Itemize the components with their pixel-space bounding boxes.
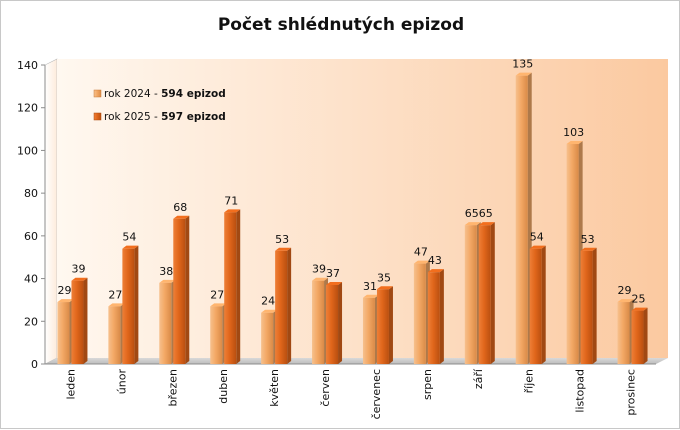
data-label: 37 <box>326 267 340 280</box>
y-tick-label: 100 <box>17 144 38 157</box>
x-tick-label: leden <box>64 369 77 400</box>
bar <box>261 309 278 364</box>
x-tick-label: srpen <box>421 369 434 400</box>
data-label: 31 <box>363 280 377 293</box>
y-tick-label: 0 <box>31 358 38 371</box>
data-label: 27 <box>108 288 122 301</box>
bar <box>580 247 597 364</box>
legend-label-2025: rok 2025 <box>104 111 151 123</box>
plot-floor <box>45 358 668 364</box>
left-wall <box>44 58 58 365</box>
data-label: 54 <box>122 231 136 244</box>
y-tick-label: 60 <box>24 230 38 243</box>
x-tick-label: květen <box>268 369 281 407</box>
bar <box>413 260 430 364</box>
data-label: 38 <box>159 265 173 278</box>
x-tick-label: únor <box>115 369 128 395</box>
data-label: 65 <box>479 207 493 220</box>
bar <box>427 269 444 364</box>
bar <box>312 277 329 364</box>
plot-background <box>44 58 668 365</box>
y-tick-label: 20 <box>24 315 38 328</box>
svg-text:rok 2024 - 594 epizod: rok 2024 - 594 epizod <box>104 88 226 100</box>
y-tick-label: 40 <box>24 273 38 286</box>
data-label: 135 <box>512 58 533 71</box>
legend-swatch-2024 <box>93 89 102 98</box>
bar <box>57 299 74 364</box>
bar <box>122 245 139 364</box>
data-label: 53 <box>581 233 595 246</box>
bar <box>362 294 379 364</box>
data-label: 54 <box>530 231 544 244</box>
x-tick-label: září <box>472 368 485 389</box>
legend-item-2025: rok 2025 - 597 epizod <box>93 111 226 123</box>
data-label: 47 <box>414 246 428 259</box>
bar <box>515 72 532 364</box>
data-label: 24 <box>261 295 275 308</box>
data-label: 39 <box>71 263 85 276</box>
bar <box>631 307 648 364</box>
bar <box>224 209 241 364</box>
legend-total-2025: 597 epizod <box>161 111 226 123</box>
bar <box>326 281 343 364</box>
data-label: 68 <box>173 201 187 214</box>
bar <box>210 303 227 364</box>
back-wall <box>57 59 668 358</box>
data-label: 35 <box>377 271 391 284</box>
bar <box>108 303 125 364</box>
bar <box>529 245 546 364</box>
x-axis-labels: leden únor březen duben květen červen červenec… <box>64 368 637 419</box>
bar-series <box>57 72 648 364</box>
bar <box>478 222 495 364</box>
bar <box>159 279 176 364</box>
data-label: 29 <box>618 284 632 297</box>
svg-text:rok 2025 - 597 epizod: rok 2025 - 597 epizod <box>104 111 226 123</box>
legend-swatch-2025 <box>93 112 102 121</box>
chart-title: Počet shlédnutých epizod <box>218 15 464 35</box>
x-tick-label: listopad <box>574 369 587 413</box>
data-label: 25 <box>632 293 646 306</box>
y-tick-label: 80 <box>24 187 38 200</box>
x-tick-label: říjen <box>523 369 536 393</box>
data-label: 103 <box>563 126 584 139</box>
x-tick-label: červenec <box>370 369 383 419</box>
y-tick-label: 120 <box>17 102 38 115</box>
legend-total-2024: 594 epizod <box>161 88 226 100</box>
x-tick-label: červen <box>319 369 332 407</box>
data-label: 27 <box>210 288 224 301</box>
legend-separator-2024: - <box>151 88 161 100</box>
x-tick-label: prosinec <box>625 369 638 416</box>
bar <box>464 222 481 364</box>
legend-item-2024: rok 2024 - 594 epizod <box>93 88 226 100</box>
legend-separator-2025: - <box>151 111 161 123</box>
data-label: 53 <box>275 233 289 246</box>
bar <box>566 141 583 364</box>
data-label: 39 <box>312 263 326 276</box>
data-label: 29 <box>57 284 71 297</box>
data-label: 65 <box>465 207 479 220</box>
bar <box>376 286 393 364</box>
data-label: 43 <box>428 254 442 267</box>
data-label: 71 <box>224 194 238 207</box>
y-axis-ticks: 0 20 40 60 80 100 120 140 <box>17 59 45 371</box>
bar <box>173 215 190 364</box>
bar <box>275 247 292 364</box>
x-tick-label: březen <box>166 369 179 407</box>
y-tick-label: 140 <box>17 59 38 72</box>
legend-label-2024: rok 2024 <box>104 88 151 100</box>
legend: rok 2024 - 594 epizod rok 2025 - 597 epi… <box>93 88 226 123</box>
bar <box>617 299 634 364</box>
bar <box>71 277 88 364</box>
x-tick-label: duben <box>217 369 230 404</box>
